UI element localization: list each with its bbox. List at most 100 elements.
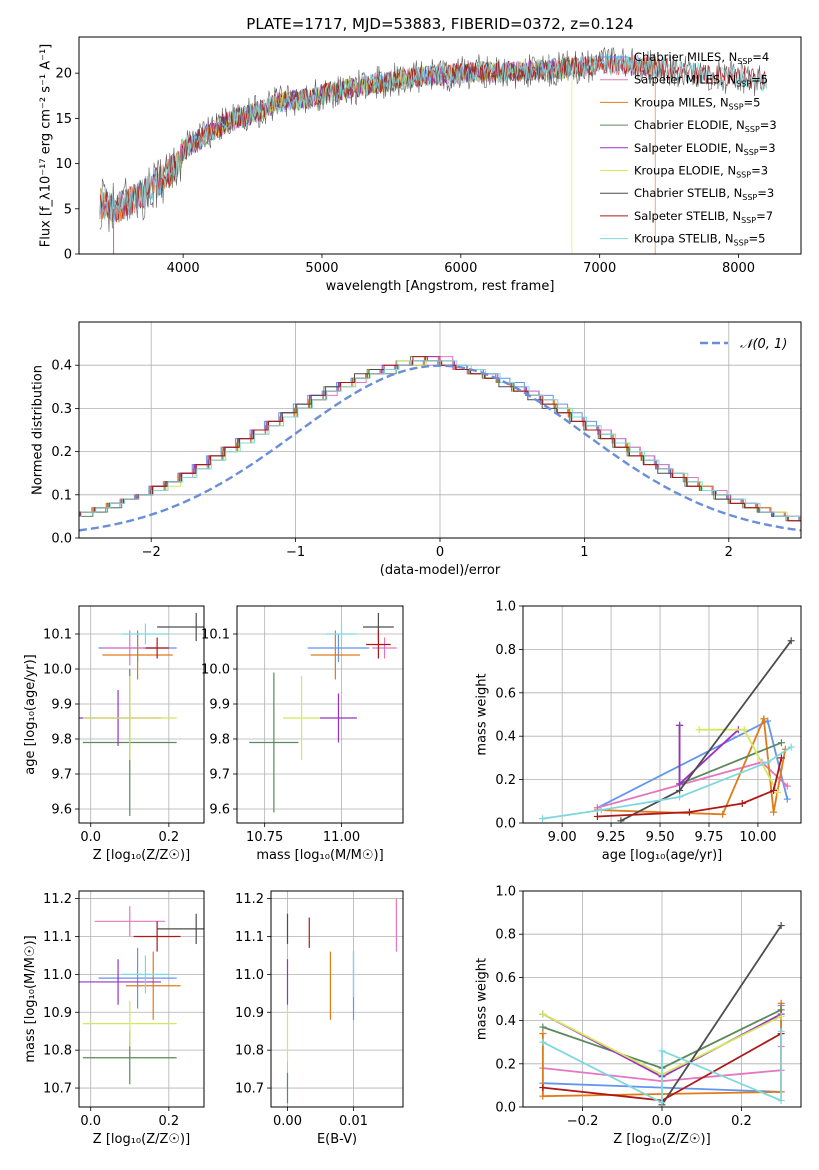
- axes-spectrum: 4000 5000 6000 7000 8000 0 5 10 15 20 wavelength […: [38, 36, 802, 294]
- y-tick-label: 10.7: [235, 1082, 264, 1097]
- series-marker: [738, 799, 746, 807]
- data-point: [125, 951, 181, 1020]
- axes-frame: [78, 890, 205, 1108]
- x-tick-label: 0.01: [339, 1114, 368, 1129]
- y-tick-label: 11.2: [235, 892, 264, 907]
- y-tick-label: 0.4: [495, 730, 516, 745]
- axes-frame: [522, 890, 802, 1108]
- y-tick-label: 0.4: [51, 359, 72, 374]
- legend-label: Kroupa STELIB, NSSP=5: [634, 232, 765, 248]
- spectrum-line: [99, 53, 767, 224]
- series-marker: [783, 782, 791, 790]
- legend-label: Salpeter STELIB, NSSP=7: [634, 209, 773, 225]
- plot-area: [79, 356, 801, 532]
- axes-frame: [78, 321, 802, 539]
- data-point: [121, 955, 169, 994]
- legend-label: 𝒩(0, 1): [740, 337, 787, 352]
- y-tick-label: 10: [55, 157, 72, 172]
- y-tick-label: 9.8: [209, 733, 230, 748]
- x-tick-label: 6000: [444, 261, 477, 276]
- series-marker: [770, 786, 778, 794]
- series-marker: [685, 808, 693, 816]
- axes-frame: [78, 605, 205, 824]
- series-marker: [539, 1084, 547, 1092]
- x-tick-label: 1: [580, 545, 588, 560]
- series-marker: [539, 1023, 547, 1031]
- series-marker: [593, 812, 601, 820]
- data-point: [102, 630, 173, 680]
- y-tick-label: 9.7: [209, 768, 230, 783]
- x-axis-label: Z [log₁₀(Z/Z☉)]: [93, 1132, 190, 1147]
- y-tick-label: 9.7: [51, 768, 72, 783]
- series-marker: [539, 815, 547, 823]
- y-axis-label: mass [log₁₀(M/M☉)]: [23, 935, 38, 1062]
- legend: Chabrier MILES, NSSP=4 Salpeter MILES, NS…: [600, 50, 777, 248]
- y-tick-label: 11.2: [43, 892, 72, 907]
- y-tick-label: 0: [64, 248, 72, 263]
- y-tick-label: 10.7: [43, 1082, 72, 1097]
- y-tick-label: 5: [64, 202, 72, 217]
- plot-area: [79, 906, 204, 1085]
- axes-age_vs_z: 0.0 0.2 9.6 9.7 9.8 9.9 10.0 10.1 Z [log₁₀(Z/Z☉)…: [23, 605, 205, 863]
- data-point: [157, 613, 204, 641]
- x-tick-label: −1: [286, 545, 305, 560]
- axes-weight_vs_age: 9.00 9.25 9.50 9.75 10.00 0.0 0.2 0.4 0.6 0.8 1.0 a…: [475, 600, 802, 863]
- series-marker: [676, 721, 684, 729]
- x-tick-label: −2: [142, 545, 161, 560]
- y-tick-label: 0.8: [495, 928, 516, 943]
- y-tick-label: 10.0: [201, 663, 230, 678]
- legend-label: Salpeter MILES, NSSP=5: [634, 73, 768, 89]
- plot-area: [79, 613, 204, 816]
- x-tick-label: 0.00: [273, 1114, 302, 1129]
- x-tick-label: 5000: [305, 261, 338, 276]
- y-tick-label: 20: [55, 67, 72, 82]
- axes-frame: [236, 605, 404, 824]
- legend-label: Chabrier ELODIE, NSSP=3: [634, 118, 777, 134]
- plot-area: [539, 922, 785, 1107]
- axes-frame: [522, 605, 802, 824]
- y-tick-label: 0.2: [51, 445, 72, 460]
- x-axis-label: E(B-V): [317, 1132, 357, 1147]
- series-marker: [760, 715, 768, 723]
- data-point: [320, 693, 357, 743]
- x-tick-label: 9.25: [597, 830, 626, 845]
- series-marker: [764, 758, 772, 766]
- data-point: [145, 637, 169, 659]
- series-marker: [617, 817, 625, 823]
- axes-frame: [78, 36, 802, 255]
- y-tick-label: 10.0: [43, 663, 72, 678]
- series-marker: [787, 637, 795, 645]
- x-tick-label: 11.00: [323, 830, 360, 845]
- y-tick-label: 11.0: [43, 968, 72, 983]
- y-tick-label: 0.2: [495, 1057, 516, 1072]
- y-tick-label: 10.9: [235, 1006, 264, 1021]
- legend-label: Kroupa ELODIE, NSSP=3: [634, 164, 768, 180]
- series-marker: [777, 754, 785, 762]
- y-tick-label: 11.0: [235, 968, 264, 983]
- series-marker: [764, 717, 772, 725]
- series-marker: [777, 922, 785, 930]
- axes-mass_vs_ebv: 0.00 0.01 10.7 10.8 10.9 11.0 11.1 11.2 E(B-V): [235, 890, 404, 1147]
- x-tick-label: 0.0: [80, 1114, 101, 1129]
- axes-residuals: −2 −1 0 1 2 0.0 0.1 0.2 0.3 0.4 (data-model)/error…: [31, 321, 802, 578]
- series-marker: [676, 780, 684, 788]
- x-tick-label: 0.2: [731, 1114, 752, 1129]
- y-tick-label: 11.1: [43, 930, 72, 945]
- series-marker: [719, 810, 727, 818]
- data-point: [82, 1000, 177, 1047]
- histogram-line: [79, 360, 801, 517]
- x-tick-label: 0.0: [652, 1114, 673, 1129]
- series-marker: [676, 786, 684, 794]
- series-marker: [777, 1027, 785, 1035]
- y-tick-label: 11.1: [235, 930, 264, 945]
- legend: 𝒩(0, 1): [700, 337, 787, 352]
- series-marker: [539, 1038, 547, 1046]
- y-tick-label: 0.0: [495, 1101, 516, 1116]
- legend-label: Chabrier MILES, NSSP=4: [634, 50, 769, 66]
- y-axis-label: mass weight: [475, 958, 490, 1040]
- y-tick-label: 9.9: [51, 698, 72, 713]
- plot-area: [286, 898, 397, 1104]
- x-tick-label: 2: [725, 545, 733, 560]
- plot-area: [539, 637, 795, 823]
